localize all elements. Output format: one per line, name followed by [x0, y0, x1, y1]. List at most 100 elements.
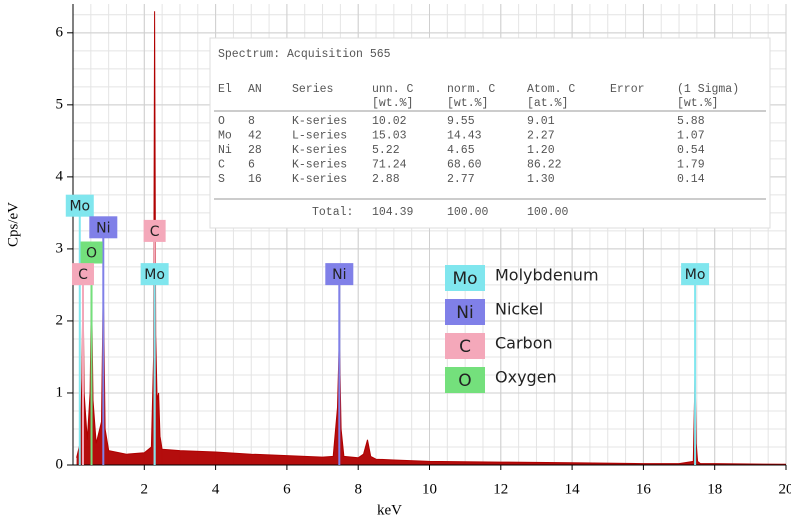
- x-tick-label: 20: [779, 481, 791, 497]
- table-total: 100.00: [447, 206, 489, 219]
- table-cell: Ni: [218, 144, 232, 157]
- table-cell: K-series: [292, 144, 347, 157]
- table-cell: K-series: [292, 159, 347, 172]
- table-total: 104.39: [372, 206, 414, 219]
- legend-symbol: Mo: [452, 269, 477, 289]
- y-tick-label: 0: [56, 456, 64, 472]
- peak-label-box: [80, 241, 103, 264]
- table-cell: Mo: [218, 130, 232, 143]
- legend-name: Molybdenum: [495, 266, 599, 285]
- table-total-label: Total:: [312, 206, 353, 219]
- table-cell: 1.07: [677, 130, 705, 143]
- table-header: Atom. C: [527, 83, 575, 96]
- peak-label-box: [71, 263, 94, 286]
- table-header: El: [218, 83, 232, 96]
- peak-label-box: [89, 216, 118, 239]
- table-title: Spectrum: Acquisition 565: [218, 48, 391, 61]
- legend-swatch: [445, 367, 485, 393]
- x-tick-label: 12: [493, 481, 508, 497]
- table-unit: [at.%]: [527, 97, 568, 110]
- peak-label-box: [140, 263, 169, 286]
- y-tick-label: 1: [56, 384, 64, 400]
- x-tick-label: 14: [565, 481, 581, 497]
- y-tick-label: 4: [56, 168, 64, 184]
- peak-label: Mo: [69, 199, 90, 215]
- peak-label: C: [150, 224, 160, 240]
- table-cell: 6: [248, 159, 255, 172]
- table-header: Series: [292, 83, 333, 96]
- table-cell: C: [218, 159, 225, 172]
- table-unit: [wt.%]: [677, 97, 718, 110]
- table-cell: S: [218, 173, 225, 186]
- peak-label: C: [78, 267, 88, 283]
- table-cell: 42: [248, 130, 262, 143]
- peak-label-box: [65, 194, 94, 217]
- table-cell: 5.88: [677, 115, 705, 128]
- x-axis-label: keV: [377, 502, 402, 518]
- legend-swatch: [445, 299, 485, 325]
- x-tick-label: 16: [636, 481, 652, 497]
- table-header: unn. C: [372, 83, 414, 96]
- y-tick-label: 5: [56, 96, 64, 112]
- table-cell: 8: [248, 115, 255, 128]
- table-cell: 5.22: [372, 144, 400, 157]
- table-cell: O: [218, 115, 225, 128]
- table-unit: [wt.%]: [447, 97, 488, 110]
- table-header: norm. C: [447, 83, 495, 96]
- x-tick-label: 10: [422, 481, 437, 497]
- legend-name: Carbon: [495, 334, 553, 353]
- y-tick-label: 6: [56, 24, 64, 40]
- table-unit: [wt.%]: [372, 97, 413, 110]
- table-cell: 9.01: [527, 115, 555, 128]
- table-cell: 2.77: [447, 173, 475, 186]
- table-header: Error: [610, 83, 645, 96]
- x-tick-label: 18: [707, 481, 722, 497]
- y-axis-label: Cps/eV: [5, 202, 21, 247]
- legend-name: Nickel: [495, 300, 543, 319]
- table-cell: L-series: [292, 130, 347, 143]
- table-cell: 0.54: [677, 144, 705, 157]
- legend-swatch: [445, 333, 485, 359]
- table-cell: 1.20: [527, 144, 555, 157]
- peak-label: Ni: [96, 220, 110, 236]
- table-cell: 68.60: [447, 159, 482, 172]
- table-cell: 0.14: [677, 173, 705, 186]
- peak-label-box: [325, 263, 354, 286]
- table-cell: 28: [248, 144, 262, 157]
- x-tick-label: 4: [212, 481, 220, 497]
- table-cell: 10.02: [372, 115, 407, 128]
- table-cell: 1.79: [677, 159, 705, 172]
- table-panel: [209, 37, 771, 229]
- legend-swatch: [445, 265, 485, 291]
- peak-label: O: [86, 246, 97, 262]
- table-cell: 16: [248, 173, 262, 186]
- table-cell: 2.27: [527, 130, 555, 143]
- y-tick-label: 3: [56, 240, 64, 256]
- y-tick-label: 2: [56, 312, 64, 328]
- table-cell: 86.22: [527, 159, 562, 172]
- peak-label: Ni: [332, 267, 346, 283]
- table-cell: 15.03: [372, 130, 407, 143]
- peak-label: Mo: [685, 267, 706, 283]
- legend-symbol: O: [458, 371, 471, 391]
- table-cell: K-series: [292, 173, 347, 186]
- legend-symbol: C: [459, 337, 471, 357]
- table-cell: 71.24: [372, 159, 407, 172]
- table-cell: 14.43: [447, 130, 482, 143]
- legend-symbol: Ni: [456, 303, 473, 323]
- peak-label: Mo: [144, 267, 165, 283]
- table-total: 100.00: [527, 206, 569, 219]
- table-cell: 4.65: [447, 144, 475, 157]
- table-cell: 2.88: [372, 173, 400, 186]
- x-tick-label: 6: [283, 481, 291, 497]
- table-header: AN: [248, 83, 262, 96]
- table-cell: 9.55: [447, 115, 475, 128]
- spectrum-line: [76, 11, 787, 465]
- peak-label-box: [143, 219, 166, 242]
- legend-name: Oxygen: [495, 368, 557, 387]
- x-tick-label: 2: [141, 481, 149, 497]
- table-cell: K-series: [292, 115, 347, 128]
- table-header: (1 Sigma): [677, 83, 739, 96]
- x-tick-label: 8: [354, 481, 362, 497]
